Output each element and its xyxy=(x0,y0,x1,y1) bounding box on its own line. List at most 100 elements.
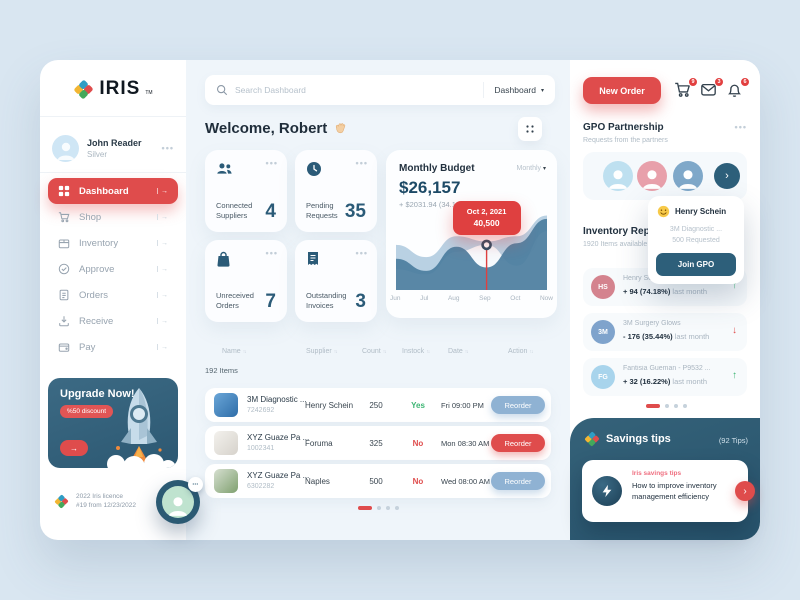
waving-hand-emoji xyxy=(336,122,346,133)
reorder-button[interactable]: Reorder xyxy=(491,396,545,414)
report-item[interactable]: 3M 3M Surgery Glows - 176 (35.44%) last … xyxy=(583,313,747,351)
savings-tip-item[interactable]: Iris savings tips How to improve invento… xyxy=(582,460,755,522)
sidebar-item-label: Receive xyxy=(79,315,114,327)
gpo-menu-icon[interactable]: ••• xyxy=(734,122,747,132)
column-header-action[interactable]: Action ↑↓ xyxy=(508,348,533,355)
sidebar-item-pay[interactable]: Pay → xyxy=(48,334,178,360)
instock-cell: Yes xyxy=(411,401,425,410)
support-avatar xyxy=(162,486,194,518)
chart-highlight-dot[interactable] xyxy=(481,239,492,251)
chevron-down-icon: ▾ xyxy=(540,87,544,94)
upgrade-card[interactable]: Upgrade Now! %50 discount → xyxy=(48,378,178,468)
sidebar-item-dashboard[interactable]: Dashboard → xyxy=(48,178,178,204)
card-menu-icon[interactable]: ••• xyxy=(265,158,278,168)
chart-x-tick: Aug xyxy=(447,295,460,302)
column-header-instock[interactable]: Instock ↑↓ xyxy=(402,348,430,355)
sort-icon: ↑↓ xyxy=(333,349,338,355)
card-menu-icon[interactable]: ••• xyxy=(355,158,368,168)
page-indicator[interactable] xyxy=(395,506,399,510)
cart-icon[interactable]: 9 xyxy=(674,77,698,100)
person-icon xyxy=(605,165,631,191)
license-line2: #19 from 12/23/2022 xyxy=(76,502,136,509)
count-cell: 325 xyxy=(369,439,383,448)
partner-avatar[interactable] xyxy=(673,161,703,191)
people-icon xyxy=(217,163,232,174)
sidebar-item-orders[interactable]: Orders → xyxy=(48,282,178,308)
tooltip-date: Oct 2, 2021 xyxy=(466,207,507,217)
sidebar-item-approve[interactable]: Approve → xyxy=(48,256,178,282)
arrow-right-icon: → xyxy=(157,188,168,195)
budget-title: Monthly Budget xyxy=(399,163,475,174)
welcome-text: Welcome, Robert xyxy=(205,120,328,137)
join-gpo-button[interactable]: Join GPO xyxy=(656,253,736,276)
page-indicator-active[interactable] xyxy=(646,404,660,408)
partner-avatar[interactable] xyxy=(603,161,633,191)
support-chat-widget[interactable]: ⋯ xyxy=(156,477,203,524)
tip-text-line1: How to improve inventory xyxy=(632,481,717,490)
search-scope-dropdown[interactable]: Dashboard ▾ xyxy=(483,82,544,98)
search-bar: Dashboard ▾ xyxy=(205,75,555,105)
arrow-right-icon: → xyxy=(157,344,168,351)
report-name: Fantisia Gueman - P9532 ... xyxy=(623,365,711,372)
mail-icon[interactable]: 3 xyxy=(700,77,724,100)
card-menu-icon[interactable]: ••• xyxy=(265,248,278,258)
sidebar-item-inventory[interactable]: Inventory → xyxy=(48,230,178,256)
main-panel: Dashboard ▾ Welcome, Robert ••• Connecte… xyxy=(186,60,570,540)
page-indicator[interactable] xyxy=(386,506,390,510)
chart-area-2 xyxy=(396,218,547,290)
period-dropdown[interactable]: Monthly ▾ xyxy=(516,165,546,172)
sidebar-item-label: Shop xyxy=(79,211,102,223)
page-indicator[interactable] xyxy=(674,404,678,408)
instock-cell: No xyxy=(412,477,424,486)
table-row[interactable]: 3M Diagnostic ... 7242692 Henry Schein 2… xyxy=(205,388,551,422)
bell-icon[interactable]: 6 xyxy=(726,77,750,100)
trend-down-icon: ↓ xyxy=(732,325,737,336)
column-header-name[interactable]: Name ↑↓ xyxy=(222,348,247,355)
trend-up-icon: ↑ xyxy=(732,370,737,381)
supplier-cell: Foruma xyxy=(305,439,333,448)
trend-up-icon: ↑ xyxy=(732,280,737,291)
column-header-supplier[interactable]: Supplier ↑↓ xyxy=(306,348,338,355)
next-tip-button[interactable]: › xyxy=(735,481,755,501)
new-order-button[interactable]: New Order xyxy=(583,77,661,104)
popup-product: 3M Diagnostic ... xyxy=(669,226,723,233)
search-input[interactable] xyxy=(235,85,477,95)
savings-title: Savings tips xyxy=(606,433,671,445)
reorder-button[interactable]: Reorder xyxy=(491,472,545,490)
sidebar-item-receive[interactable]: Receive → xyxy=(48,308,178,334)
stat-label: Connected Suppliers xyxy=(216,201,253,220)
profile-menu-icon[interactable]: ••• xyxy=(161,143,174,153)
sidebar-item-label: Dashboard xyxy=(79,185,129,197)
column-header-date[interactable]: Date ↑↓ xyxy=(448,348,469,355)
page-indicator[interactable] xyxy=(377,506,381,510)
chevron-right-icon: › xyxy=(725,170,729,182)
card-menu-icon[interactable]: ••• xyxy=(355,248,368,258)
inventory-box-icon xyxy=(58,239,70,249)
upgrade-cta-button[interactable]: → xyxy=(60,440,88,456)
product-name: 3M Diagnostic ... xyxy=(247,395,307,404)
scope-label: Dashboard xyxy=(494,85,536,95)
partner-avatar[interactable] xyxy=(637,161,667,191)
user-name: John Reader xyxy=(87,137,142,148)
table-row[interactable]: XYZ Guaze Pa ... 6302282 Naples 500 No W… xyxy=(205,464,551,498)
next-partners-button[interactable]: › xyxy=(714,163,740,189)
count-cell: 250 xyxy=(369,401,383,410)
sidebar-item-shop[interactable]: Shop → xyxy=(48,204,178,230)
search-icon xyxy=(216,84,228,96)
table-pagination xyxy=(358,506,399,510)
page-indicator[interactable] xyxy=(665,404,669,408)
report-item[interactable]: FG Fantisia Gueman - P9532 ... + 32 (16.… xyxy=(583,358,747,396)
iris-logo-icon xyxy=(73,79,94,100)
reports-pagination xyxy=(646,404,687,408)
instock-cell: No xyxy=(412,439,424,448)
arrow-right-icon: → xyxy=(157,240,168,247)
page-indicator[interactable] xyxy=(683,404,687,408)
product-thumbnail xyxy=(214,469,238,493)
column-header-count[interactable]: Count ↑↓ xyxy=(362,348,387,355)
page-indicator-active[interactable] xyxy=(358,506,372,510)
product-name: XYZ Guaze Pa ... xyxy=(247,433,309,442)
user-profile[interactable]: John Reader Silver ••• xyxy=(40,126,186,170)
table-row[interactable]: XYZ Guaze Pa ... 1002341 Foruma 325 No M… xyxy=(205,426,551,460)
reorder-button[interactable]: Reorder xyxy=(491,434,545,452)
layout-options-button[interactable] xyxy=(518,117,542,141)
